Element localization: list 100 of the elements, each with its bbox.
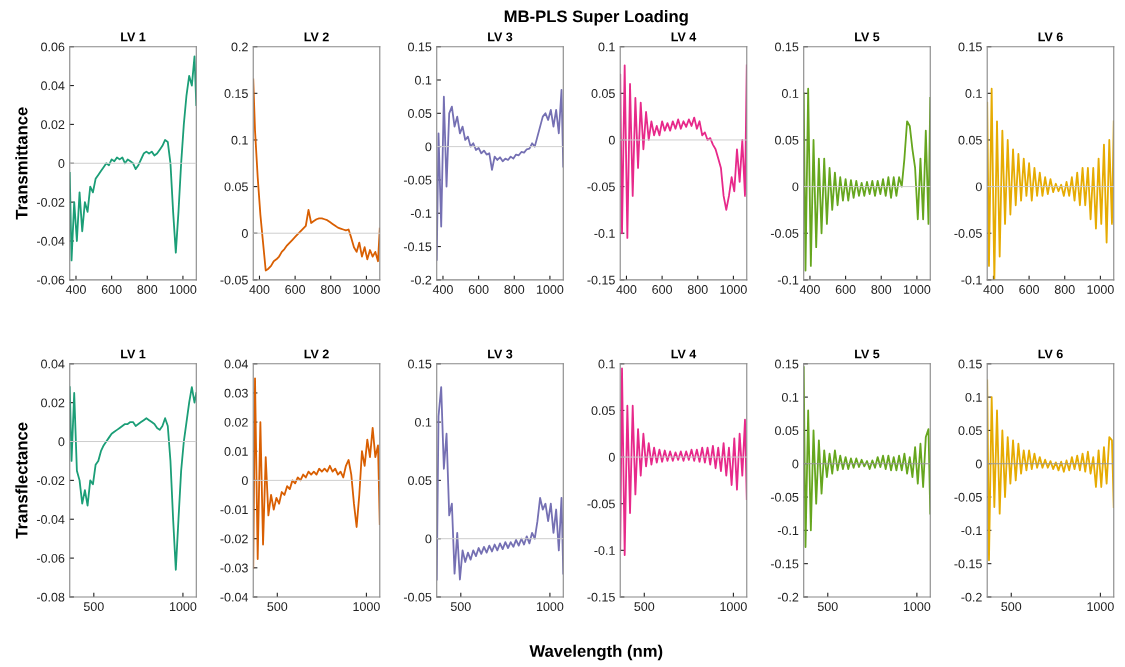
- x-tick-label: 1000: [169, 602, 197, 612]
- y-tick-label: 0: [58, 437, 65, 447]
- y-tick-label: 0.01: [224, 447, 248, 456]
- y-tick-label: 0.15: [408, 359, 432, 369]
- y-tick-label: -0.05: [587, 182, 615, 192]
- x-tick-label: 800: [320, 285, 341, 294]
- y-tick-label: 0: [241, 476, 248, 486]
- y-tick-label: 0.05: [408, 109, 432, 118]
- x-tick-label: 800: [137, 285, 158, 294]
- line-series: [69, 55, 197, 262]
- x-tick-label: 800: [871, 285, 892, 294]
- y-tick-label: 0.15: [408, 42, 432, 52]
- x-tick-label: 1000: [353, 285, 380, 294]
- y-tick-label: 0.06: [41, 42, 65, 52]
- x-tick-label: 600: [285, 285, 306, 294]
- y-tick-label: 0.1: [414, 417, 432, 427]
- chart-title: LV 4: [671, 349, 697, 359]
- y-tick-label: 0.05: [591, 89, 615, 98]
- y-tick-label: 0: [58, 159, 65, 168]
- y-tick-label: 0: [975, 459, 982, 469]
- y-tick-label: 0.1: [414, 75, 432, 85]
- text: MB-PLS Super Loading: [504, 10, 688, 26]
- x-tick-label: 1000: [536, 602, 564, 612]
- y-tick-label: 0.04: [224, 359, 249, 369]
- y-tick-label: -0.15: [587, 275, 615, 285]
- y-tick-label: 0.1: [781, 89, 799, 98]
- y-tick-label: -0.08: [36, 592, 65, 602]
- y-tick-label: -0.2: [777, 592, 799, 602]
- y-tick-label: -0.1: [961, 275, 982, 285]
- y-tick-label: 0.04: [41, 359, 65, 369]
- y-tick-label: -0.04: [36, 236, 65, 246]
- y-tick-label: 0.05: [958, 426, 982, 436]
- x-tick-label: 500: [83, 602, 104, 612]
- y-tick-label: -0.04: [220, 592, 249, 602]
- y-tick-label: -0.05: [954, 492, 982, 502]
- y-tick-label: -0.01: [220, 505, 248, 515]
- x-tick-label: 1000: [1087, 602, 1114, 612]
- chart-title: LV 6: [1038, 349, 1063, 359]
- y-tick-label: -0.2: [961, 592, 982, 602]
- y-tick-label: -0.05: [770, 492, 799, 502]
- y-tick-label: 0: [792, 459, 799, 469]
- x-tick-label: 1000: [169, 285, 197, 294]
- y-tick-label: 0.05: [224, 182, 248, 192]
- x-tick-label: 1000: [903, 602, 931, 612]
- x-tick-label: 500: [634, 602, 655, 612]
- y-tick-label: -0.02: [36, 476, 65, 486]
- x-tick-label: 1000: [720, 285, 747, 294]
- y-tick-label: 0: [792, 182, 799, 192]
- x-tick-label: 500: [267, 602, 288, 612]
- x-tick-label: 400: [249, 285, 270, 294]
- line-series: [620, 64, 747, 239]
- y-tick-label: 0.15: [958, 359, 982, 369]
- x-tick-label: 500: [450, 602, 471, 612]
- y-tick-label: -0.2: [410, 275, 432, 285]
- chart-title: LV 2: [304, 32, 329, 42]
- y-tick-label: -0.05: [403, 175, 432, 185]
- y-tick-label: 0: [608, 135, 615, 145]
- y-tick-label: -0.15: [587, 592, 615, 602]
- x-tick-label: 600: [652, 285, 673, 294]
- x-tick-label: 1000: [903, 285, 931, 294]
- y-tick-label: 0.1: [598, 359, 615, 369]
- y-tick-label: -0.05: [954, 229, 982, 238]
- x-tick-label: 500: [1001, 602, 1022, 612]
- text: Wavelength (nm): [529, 644, 663, 661]
- y-tick-label: -0.02: [220, 534, 248, 544]
- line-series: [436, 386, 564, 581]
- y-tick-label: -0.15: [954, 559, 982, 569]
- y-tick-label: -0.1: [961, 526, 982, 535]
- y-tick-label: 0.05: [591, 406, 615, 416]
- x-tick-label: 400: [432, 285, 453, 294]
- y-tick-label: -0.02: [36, 197, 65, 207]
- y-tick-label: 0.15: [224, 89, 248, 98]
- y-tick-label: -0.1: [410, 209, 432, 218]
- y-tick-label: 0.05: [775, 135, 799, 145]
- y-tick-label: 0.1: [965, 89, 982, 98]
- chart-title: LV 2: [304, 349, 329, 359]
- y-tick-label: -0.06: [36, 275, 65, 285]
- x-tick-label: 400: [65, 285, 86, 294]
- y-tick-label: -0.1: [594, 546, 615, 555]
- y-tick-label: -0.1: [594, 229, 615, 238]
- y-tick-label: 0.1: [781, 392, 799, 402]
- y-tick-label: -0.05: [403, 592, 432, 602]
- y-axis-title: Transflectance: [15, 422, 28, 539]
- y-tick-label: 0.05: [775, 426, 799, 436]
- y-tick-label: 0.1: [598, 42, 615, 52]
- x-tick-label: 600: [101, 285, 122, 294]
- y-tick-label: -0.03: [220, 563, 248, 573]
- y-tick-label: 0.2: [231, 42, 248, 52]
- y-tick-label: 0: [425, 534, 432, 544]
- x-tick-label: 1000: [353, 602, 380, 612]
- x-tick-label: 400: [616, 285, 637, 294]
- y-tick-label: 0: [975, 182, 982, 192]
- x-tick-label: 1000: [1087, 285, 1114, 294]
- y-tick-label: 0.05: [408, 476, 432, 486]
- x-tick-label: 500: [817, 602, 838, 612]
- x-tick-label: 1000: [720, 602, 747, 612]
- x-tick-label: 600: [835, 285, 856, 294]
- x-tick-label: 600: [1019, 285, 1040, 294]
- y-tick-label: -0.05: [587, 499, 615, 509]
- y-axis-title: Transmittance: [15, 107, 28, 220]
